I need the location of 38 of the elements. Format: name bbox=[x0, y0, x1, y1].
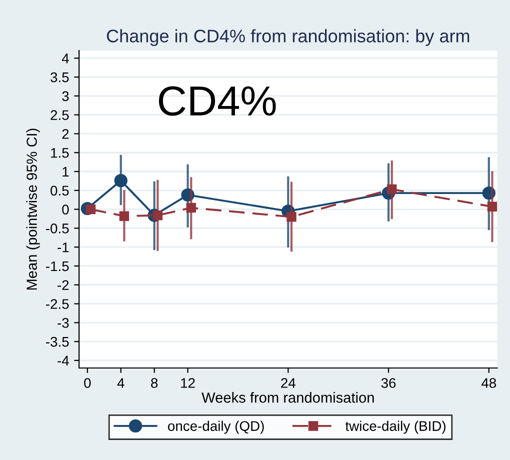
x-tick-label: 36 bbox=[381, 378, 396, 388]
y-tick-label: -3.5 bbox=[46, 336, 69, 347]
y-tick-label: 4 bbox=[62, 54, 69, 64]
y-tick-label: 0 bbox=[62, 204, 69, 214]
x-tick-label: 4 bbox=[117, 378, 124, 388]
y-tick-label: 3.5 bbox=[50, 72, 69, 82]
y-tick-label: 1 bbox=[62, 166, 69, 177]
point bbox=[286, 212, 296, 222]
y-tick-label: 1.5 bbox=[51, 148, 69, 158]
x-tick-label: 0 bbox=[84, 378, 91, 388]
y-tick-label: 3 bbox=[62, 91, 69, 102]
y-tick-label: 2 bbox=[62, 129, 69, 139]
y-tick-label: -0.5 bbox=[46, 224, 69, 234]
point bbox=[119, 211, 130, 221]
y-tick-label: -1 bbox=[58, 242, 69, 252]
y-tick-label: -2 bbox=[58, 280, 69, 290]
legend-label: twice-daily (BID) bbox=[345, 420, 446, 434]
chart-title: Change in CD4% from randomisation: by arm bbox=[106, 29, 470, 46]
point bbox=[86, 204, 96, 214]
y-tick-label: -3 bbox=[58, 318, 69, 328]
y-tick-label: 0.5 bbox=[50, 186, 69, 196]
x-tick-label: 48 bbox=[481, 378, 496, 388]
y-tick-label: -1.5 bbox=[46, 261, 69, 272]
x-tick-label: 8 bbox=[151, 378, 158, 388]
y-tick-label: -2.5 bbox=[46, 299, 69, 309]
y-tick-label: -4 bbox=[58, 356, 69, 366]
annotation: CD4% bbox=[158, 86, 276, 116]
x-axis-title: Weeks from randomisation bbox=[202, 392, 374, 403]
legend-label: once-daily (QD) bbox=[168, 420, 264, 434]
x-tick-label: 12 bbox=[181, 378, 195, 388]
point bbox=[152, 210, 163, 220]
y-axis-title: Mean (pointwise 95% CI) bbox=[26, 128, 40, 290]
y-tick-label: 2.5 bbox=[50, 110, 69, 120]
point bbox=[186, 202, 196, 213]
point bbox=[487, 202, 498, 212]
x-tick-label: 24 bbox=[281, 378, 296, 388]
point bbox=[387, 184, 397, 194]
point bbox=[114, 174, 128, 188]
